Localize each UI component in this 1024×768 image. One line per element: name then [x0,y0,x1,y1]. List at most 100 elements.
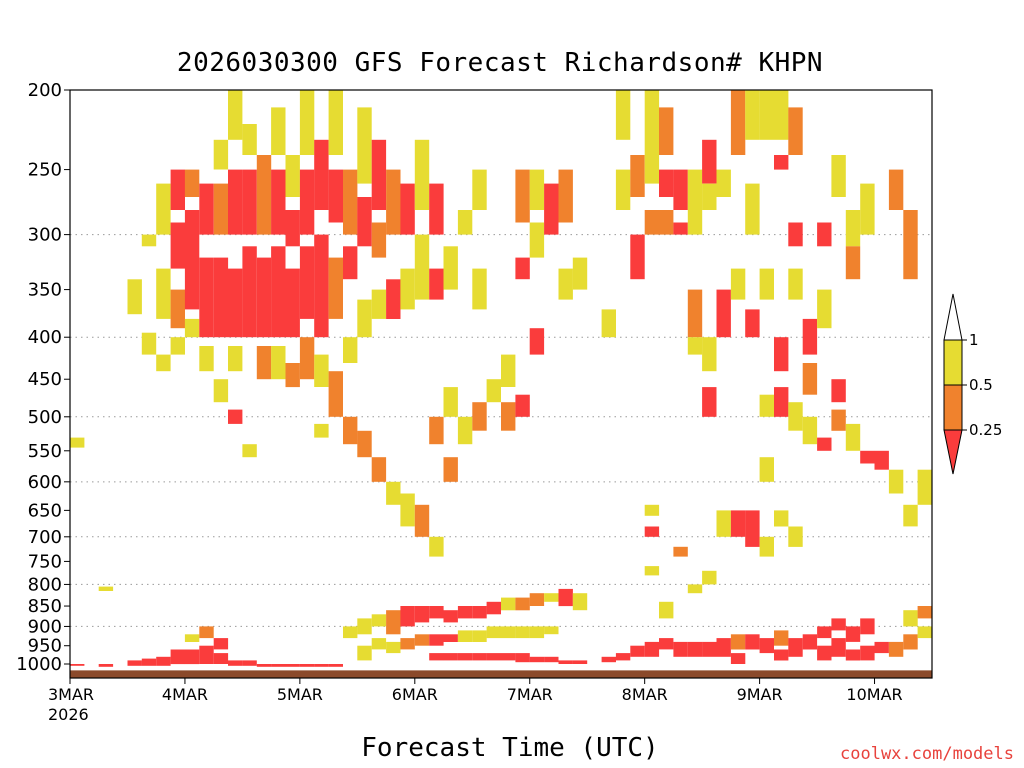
ri-cell [874,641,889,654]
ri-cell [357,645,372,661]
ri-cell [184,210,200,310]
ri-cell [515,257,530,280]
ri-cell [443,387,458,417]
ri-cell [831,638,846,657]
ri-cell [70,437,85,448]
y-tick-label: 850 [28,596,62,617]
ri-cell [443,634,458,642]
ri-cell [400,183,415,235]
ri-cell [486,626,501,639]
ri-cell [343,626,358,639]
ri-cell [515,394,530,417]
ri-cell [572,257,588,290]
ri-cell [184,169,200,197]
ri-cell [687,337,703,355]
y-tick-label: 500 [28,407,62,428]
ri-cell [127,660,142,666]
ri-cell [687,584,703,594]
ri-cell [860,450,875,464]
ri-cell [386,641,401,654]
ri-cell [213,653,229,664]
ri-cell [170,222,185,269]
ri-cell [357,299,372,338]
ri-cell [644,526,660,537]
ri-cell [429,416,444,445]
ri-cell [228,660,243,666]
ri-cell [817,222,832,247]
ri-cell [659,638,674,650]
ri-cell [156,268,171,319]
ri-cell [831,379,846,403]
ri-cell [903,210,918,280]
y-tick-label: 650 [28,500,62,521]
x-tick-label: 10MAR [846,685,902,704]
ri-cell [328,90,343,155]
ri-cell [845,649,861,661]
ri-cell [443,653,458,661]
x-tick-label: 6MAR [392,685,438,704]
ri-cell [501,354,516,387]
ri-cell [400,493,415,527]
ri-cell [285,664,300,667]
x-tick-label: 5MAR [277,685,323,704]
ri-cell [314,423,329,438]
ri-cell [429,653,444,661]
ri-cell [572,593,588,611]
legend-arrow-bottom [943,429,963,475]
ri-cell [314,354,329,387]
ri-cell [788,268,803,300]
ri-cell [615,653,631,661]
ri-cell [817,626,832,639]
ri-cell [558,268,573,300]
ri-cell [184,318,200,338]
ri-cell [774,155,789,170]
ri-cell [386,610,401,635]
ri-cell [702,337,717,372]
ri-cell [529,656,545,663]
ri-cell [788,402,803,431]
ri-cell [903,610,918,627]
ri-cell [486,379,501,403]
ri-cell [615,90,631,140]
ri-cell [659,601,674,619]
ri-cell [659,169,674,197]
ri-cell [716,510,731,537]
ri-cell [759,457,774,482]
ri-cell [788,638,803,657]
richardson-cells [70,90,932,667]
ri-cell [860,183,875,235]
ri-cell [659,107,674,155]
ri-cell [141,332,157,355]
ri-cell [414,634,430,646]
ri-cell [141,658,157,666]
ri-cell [256,257,272,338]
ri-cell [184,634,200,642]
y-tick-label: 350 [28,280,62,301]
ri-cell [400,638,415,650]
ri-cell [70,664,85,666]
ri-cell [472,268,487,310]
ri-cell [228,346,243,372]
ri-cell [256,664,272,667]
ri-cell [98,586,114,591]
ri-cell [371,289,387,319]
ri-cell [802,634,818,650]
ri-cell [242,169,257,235]
legend: 1 0.5 0.25 [943,293,1002,475]
ri-cell [213,257,229,338]
ri-cell [386,481,401,505]
y-tick-label: 600 [28,472,62,493]
ri-cell [802,363,818,395]
ri-cell [730,634,746,650]
ri-cell [156,183,171,235]
ri-cell [644,566,660,576]
ri-cell [630,234,645,280]
legend-label: 0.5 [969,376,993,394]
ri-cell [745,510,760,547]
ri-cell [457,653,473,661]
ri-cell [888,169,904,210]
ri-cell [687,169,703,235]
ri-cell [457,606,473,619]
ri-cell [774,337,789,372]
credit-link[interactable]: coolwx.com/models [840,744,1014,764]
